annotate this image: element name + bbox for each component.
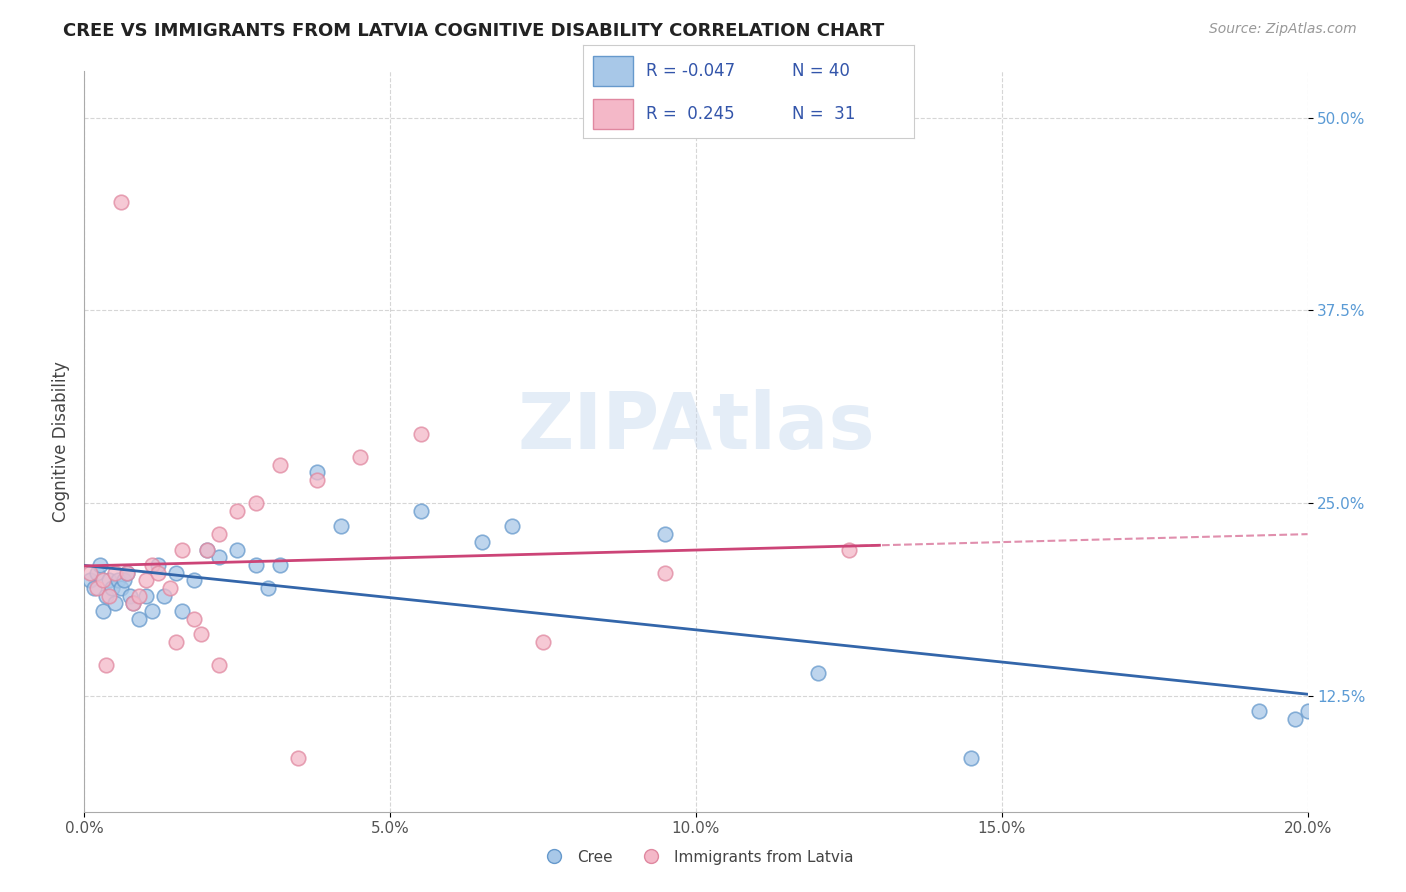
Point	[159, 581, 181, 595]
Point	[172, 604, 194, 618]
Point	[128, 612, 150, 626]
Point	[91, 604, 114, 618]
Point	[86, 566, 108, 580]
Point	[135, 589, 157, 603]
Text: R = -0.047: R = -0.047	[647, 62, 735, 79]
Point	[128, 589, 150, 603]
Point	[226, 542, 249, 557]
Point	[141, 558, 163, 572]
Point	[1296, 705, 1319, 719]
Point	[122, 597, 145, 611]
Point	[110, 581, 132, 595]
Point	[257, 581, 280, 595]
Point	[165, 566, 187, 580]
Point	[153, 589, 176, 603]
Point	[654, 566, 676, 580]
Point	[107, 574, 129, 588]
Point	[146, 566, 169, 580]
Point	[330, 519, 353, 533]
Text: N =  31: N = 31	[792, 105, 855, 123]
Point	[172, 542, 194, 557]
Point	[208, 658, 231, 673]
Point	[245, 558, 267, 572]
Point	[195, 542, 218, 557]
Point	[409, 426, 432, 441]
Point	[183, 574, 205, 588]
Point	[287, 750, 309, 764]
Text: ZIPAtlas: ZIPAtlas	[517, 389, 875, 465]
Point	[269, 458, 291, 472]
Point	[83, 581, 105, 595]
Point	[269, 558, 291, 572]
Y-axis label: Cognitive Disability: Cognitive Disability	[52, 361, 70, 522]
Point	[409, 504, 432, 518]
Point	[97, 589, 120, 603]
Point	[91, 574, 114, 588]
Point	[208, 527, 231, 541]
Point	[94, 589, 117, 603]
Point	[471, 534, 494, 549]
Point	[79, 566, 101, 580]
Point	[502, 519, 524, 533]
Legend: Cree, Immigrants from Latvia: Cree, Immigrants from Latvia	[533, 844, 859, 871]
Point	[112, 574, 135, 588]
FancyBboxPatch shape	[593, 99, 633, 129]
Point	[115, 566, 138, 580]
Point	[960, 750, 983, 764]
Point	[305, 466, 328, 480]
Point	[101, 581, 124, 595]
Point	[120, 589, 142, 603]
Point	[110, 195, 132, 210]
Point	[245, 496, 267, 510]
Point	[531, 635, 554, 649]
Point	[115, 566, 138, 580]
Point	[807, 665, 830, 680]
Point	[1284, 712, 1306, 726]
Point	[190, 627, 212, 641]
Point	[349, 450, 371, 464]
Point	[135, 574, 157, 588]
Point	[79, 574, 101, 588]
Point	[183, 612, 205, 626]
Point	[97, 574, 120, 588]
Point	[146, 558, 169, 572]
Point	[305, 473, 328, 487]
Point	[654, 527, 676, 541]
Point	[104, 566, 127, 580]
Point	[226, 504, 249, 518]
Text: R =  0.245: R = 0.245	[647, 105, 735, 123]
Point	[195, 542, 218, 557]
FancyBboxPatch shape	[593, 56, 633, 86]
Point	[122, 597, 145, 611]
Point	[89, 558, 111, 572]
Point	[165, 635, 187, 649]
Text: Source: ZipAtlas.com: Source: ZipAtlas.com	[1209, 22, 1357, 37]
Point	[208, 550, 231, 565]
Point	[86, 581, 108, 595]
Text: CREE VS IMMIGRANTS FROM LATVIA COGNITIVE DISABILITY CORRELATION CHART: CREE VS IMMIGRANTS FROM LATVIA COGNITIVE…	[63, 22, 884, 40]
Point	[1247, 705, 1270, 719]
Point	[94, 658, 117, 673]
Text: N = 40: N = 40	[792, 62, 849, 79]
Point	[104, 597, 127, 611]
Point	[838, 542, 860, 557]
Point	[141, 604, 163, 618]
